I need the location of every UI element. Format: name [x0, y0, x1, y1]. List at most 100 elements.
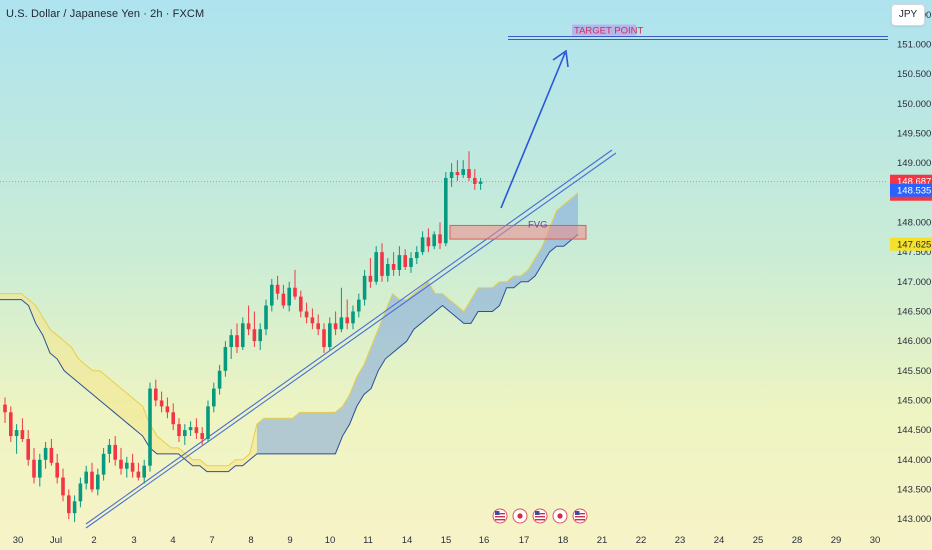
candle-body [78, 483, 83, 502]
flag-us-stripe [535, 513, 545, 515]
time-tick-label: 16 [479, 535, 490, 546]
event-icons[interactable] [492, 508, 588, 524]
fvg-zone [449, 224, 587, 240]
price-tick-label: 149.000 [897, 158, 931, 169]
candle-body [287, 287, 291, 306]
fvg-label: FVG [528, 219, 548, 230]
candle-body [67, 495, 71, 514]
time-tick-label: 2 [91, 535, 96, 546]
projection-arrow-head [552, 49, 569, 68]
price-tick-label: 147.500 [897, 247, 931, 258]
cloud-edge-b [0, 233, 579, 473]
time-tick-label: 11 [363, 535, 373, 546]
price-tick-label: 151.000 [897, 39, 931, 50]
candle-body [177, 424, 181, 437]
candle-body [397, 255, 402, 270]
candle-body [264, 305, 268, 330]
candle-body [362, 275, 367, 300]
candle-body [9, 412, 13, 437]
flag-us-stripe [535, 519, 545, 521]
candle-body [374, 252, 378, 282]
trendline-upper [85, 149, 613, 525]
flag-us-stripe [575, 516, 585, 518]
current-price-tag: 148.687 [897, 177, 931, 188]
candle-body [165, 406, 170, 413]
cloud-bullish [256, 192, 578, 454]
price-tick-label: 145.500 [897, 366, 931, 377]
flag-us-stripe [495, 513, 505, 515]
candle-body [130, 462, 135, 472]
candle-body [154, 388, 158, 401]
time-tick-label: 30 [870, 535, 881, 546]
candle-body [322, 329, 326, 348]
flag-us-stripe [495, 516, 505, 518]
candle-body [299, 296, 303, 312]
candle-body [84, 471, 88, 484]
symbol-title: U.S. Dollar / Japanese Yen · 2h · FXCM [6, 8, 205, 20]
candle-body [444, 177, 448, 244]
price-tick-label: 150.000 [897, 99, 931, 110]
flag-us-canton [535, 511, 540, 515]
candle-body [26, 439, 30, 460]
candle-body [467, 169, 471, 178]
candle-body [3, 404, 7, 413]
flag-us-stripe [575, 513, 585, 515]
currency-button[interactable]: JPY [891, 4, 925, 26]
candle-body [217, 370, 222, 389]
candle-body [49, 447, 54, 463]
price-tick-label: 144.500 [897, 425, 931, 436]
candle-body [96, 474, 100, 490]
time-tick-label: 14 [402, 535, 413, 546]
candle-body [328, 323, 332, 348]
candle-body [461, 169, 465, 176]
candle-body [478, 181, 483, 184]
candle-body [206, 406, 210, 440]
candle-body [113, 444, 117, 460]
time-tick-label: 3 [131, 535, 136, 546]
candle-body [357, 299, 361, 312]
price-line-2-tag-bg [890, 183, 932, 197]
candle-body [258, 329, 262, 342]
candle-body [235, 335, 239, 348]
candle-body [281, 293, 286, 306]
flag-us-canton [495, 511, 500, 515]
candle-body [241, 323, 245, 348]
price-tick-label: 143.000 [897, 514, 931, 525]
candle-body [310, 317, 315, 324]
candle-body [339, 317, 344, 330]
candle-body [20, 430, 25, 440]
candle-body [304, 311, 309, 318]
marker-level-tag: 147.625 [897, 240, 931, 251]
target-label-bg [572, 24, 636, 36]
trendline-lower [85, 152, 617, 529]
flag-us-stripe [495, 519, 505, 521]
price-tick-label: 147.000 [897, 277, 931, 288]
price-tick-label: 143.500 [897, 484, 931, 495]
candle-body [473, 177, 477, 184]
candle-body [55, 462, 59, 478]
time-tick-label: 21 [597, 535, 608, 546]
candle-body [368, 275, 373, 282]
candle-body [415, 252, 419, 259]
candle-body [212, 388, 216, 407]
candle-body [293, 287, 297, 297]
candle-body [136, 471, 141, 478]
candle-body [333, 323, 338, 330]
candle-body [107, 444, 112, 454]
candle-body [345, 317, 349, 324]
candle-body [159, 400, 164, 407]
time-tick-label: 30 [13, 535, 24, 546]
price-tick-label: 150.500 [897, 69, 931, 80]
candle-body [380, 252, 384, 276]
candle-body [229, 335, 233, 348]
candle-body [252, 329, 257, 342]
price-tick-label: 146.000 [897, 336, 931, 347]
candle-body [148, 388, 152, 466]
candle-body [275, 284, 280, 294]
candle-body [43, 447, 48, 460]
price-tick-label: 149.500 [897, 128, 931, 139]
price-tick-label: 148.000 [897, 217, 931, 228]
candle-body [32, 459, 36, 478]
time-tick-label: 18 [558, 535, 569, 546]
